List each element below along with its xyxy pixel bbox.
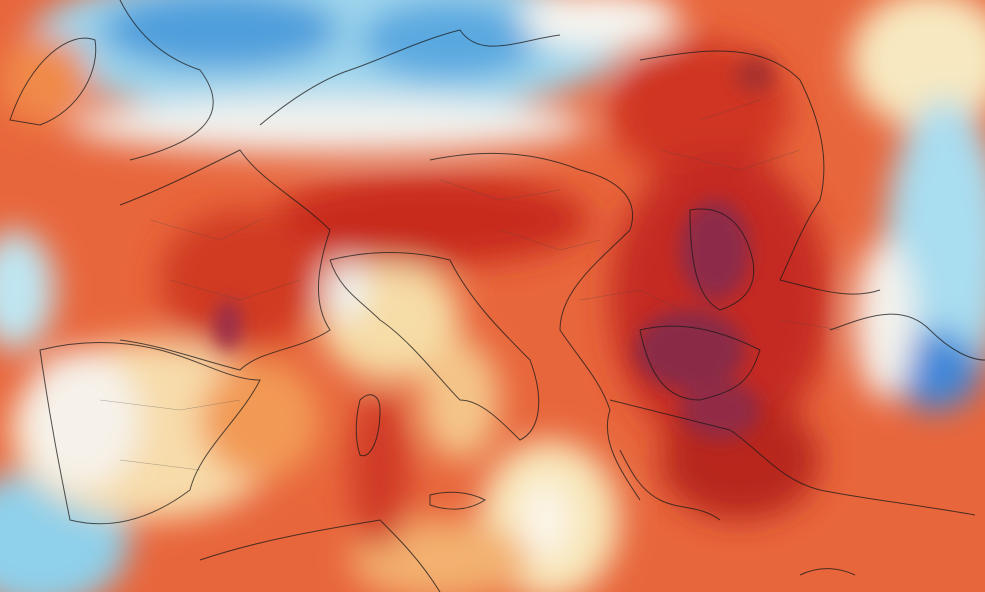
hot-area xyxy=(270,175,590,265)
country-border xyxy=(639,50,881,295)
coastline xyxy=(9,37,97,126)
neutral-band xyxy=(855,240,915,400)
neutral-area xyxy=(520,0,680,50)
island xyxy=(355,394,381,457)
cool-core xyxy=(360,0,540,80)
coastline xyxy=(329,252,540,441)
borders xyxy=(9,0,985,592)
warm-light xyxy=(850,0,985,130)
extreme-core xyxy=(214,300,242,350)
extreme-field xyxy=(214,57,775,440)
hot-area xyxy=(160,210,320,350)
country-border xyxy=(689,208,755,311)
coastline xyxy=(39,342,261,525)
extreme-core xyxy=(635,310,745,390)
neutral-area xyxy=(20,350,140,490)
neutral-area xyxy=(323,260,367,320)
neutral-band xyxy=(70,97,590,153)
cool-area xyxy=(0,230,55,350)
neutral-area xyxy=(520,480,570,560)
island xyxy=(429,491,486,510)
country-border xyxy=(119,149,331,371)
island xyxy=(799,568,856,576)
cool-core xyxy=(100,0,340,70)
coastline xyxy=(829,313,985,361)
warm-area xyxy=(0,35,90,125)
coastline xyxy=(609,399,976,516)
country-border xyxy=(639,325,761,401)
extreme-core xyxy=(680,380,760,440)
coastline xyxy=(199,519,441,592)
coastline xyxy=(119,0,214,161)
extreme-core xyxy=(680,200,750,300)
hot-area xyxy=(350,390,410,550)
region-borders xyxy=(99,99,841,471)
warm-area xyxy=(200,360,320,480)
extreme-core xyxy=(735,57,775,93)
coastline xyxy=(619,449,721,521)
coastline xyxy=(259,29,561,126)
country-border xyxy=(429,152,641,501)
